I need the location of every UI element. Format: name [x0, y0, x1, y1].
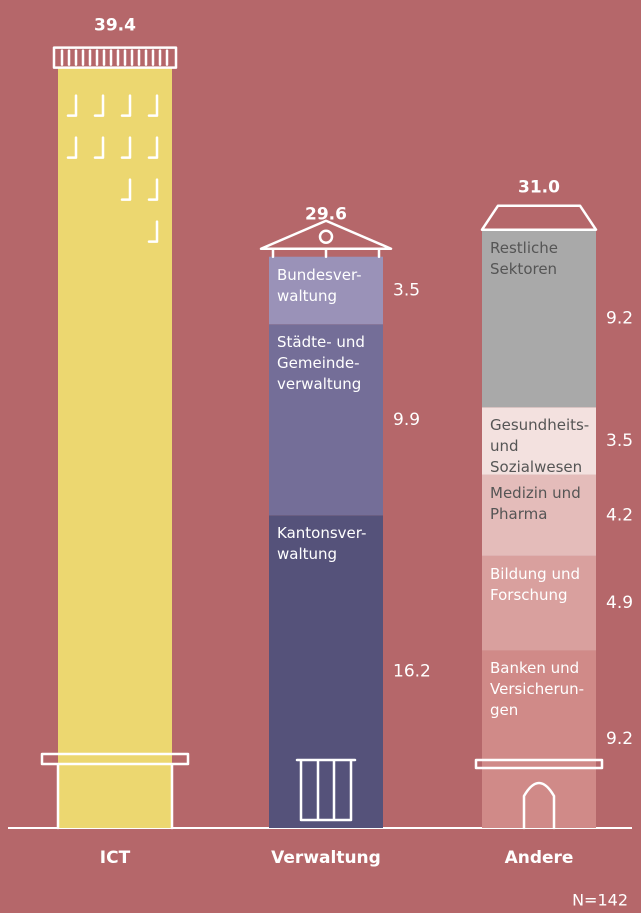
segment-name: Banken und Versicherun- gen — [490, 659, 585, 720]
bar-segment — [482, 474, 596, 556]
roof-window — [318, 229, 334, 244]
category-label: ICT — [100, 848, 131, 868]
segment-name: Restliche Sektoren — [490, 238, 558, 278]
crown-stripes — [60, 49, 169, 66]
value-label: 9.2 — [606, 729, 633, 749]
value-label: 16.2 — [393, 662, 431, 682]
bar-segment — [482, 650, 596, 828]
bar-segment — [58, 67, 172, 828]
bar-segment — [269, 515, 383, 828]
roof — [259, 219, 393, 258]
category-label: Andere — [505, 848, 574, 868]
door — [474, 758, 604, 830]
entrance — [40, 752, 190, 830]
segment-name: Gesundheits- und Sozialwesen — [490, 416, 590, 477]
value-label: 4.2 — [606, 505, 633, 525]
bar-segment — [269, 324, 383, 516]
bar-segment — [269, 256, 383, 325]
portal — [295, 758, 357, 822]
value-label: 9.2 — [606, 308, 633, 328]
value-label: 9.9 — [393, 410, 420, 430]
segment-name: Kantonsver- waltung — [277, 524, 367, 564]
value-label: 3.5 — [606, 431, 633, 451]
total-label: 39.4 — [94, 16, 136, 36]
roof — [480, 204, 598, 231]
category-label: Verwaltung — [271, 848, 381, 868]
segment-name: Städte- und Gemeinde- verwaltung — [277, 333, 365, 394]
bar-segment — [482, 229, 596, 408]
windows — [66, 94, 159, 243]
bar-segment — [482, 555, 596, 651]
value-label: 3.5 — [393, 280, 420, 300]
value-label: 4.9 — [606, 593, 633, 613]
crown — [52, 46, 178, 69]
total-label: 31.0 — [518, 178, 560, 198]
segment-name: Bundesver- waltung — [277, 265, 362, 305]
note: N=142 — [572, 891, 628, 910]
segment-name: Medizin und Pharma — [490, 483, 581, 523]
segment-name: Bildung und Forschung — [490, 564, 580, 604]
total-label: 29.6 — [305, 205, 347, 225]
bar-segment — [482, 407, 596, 475]
